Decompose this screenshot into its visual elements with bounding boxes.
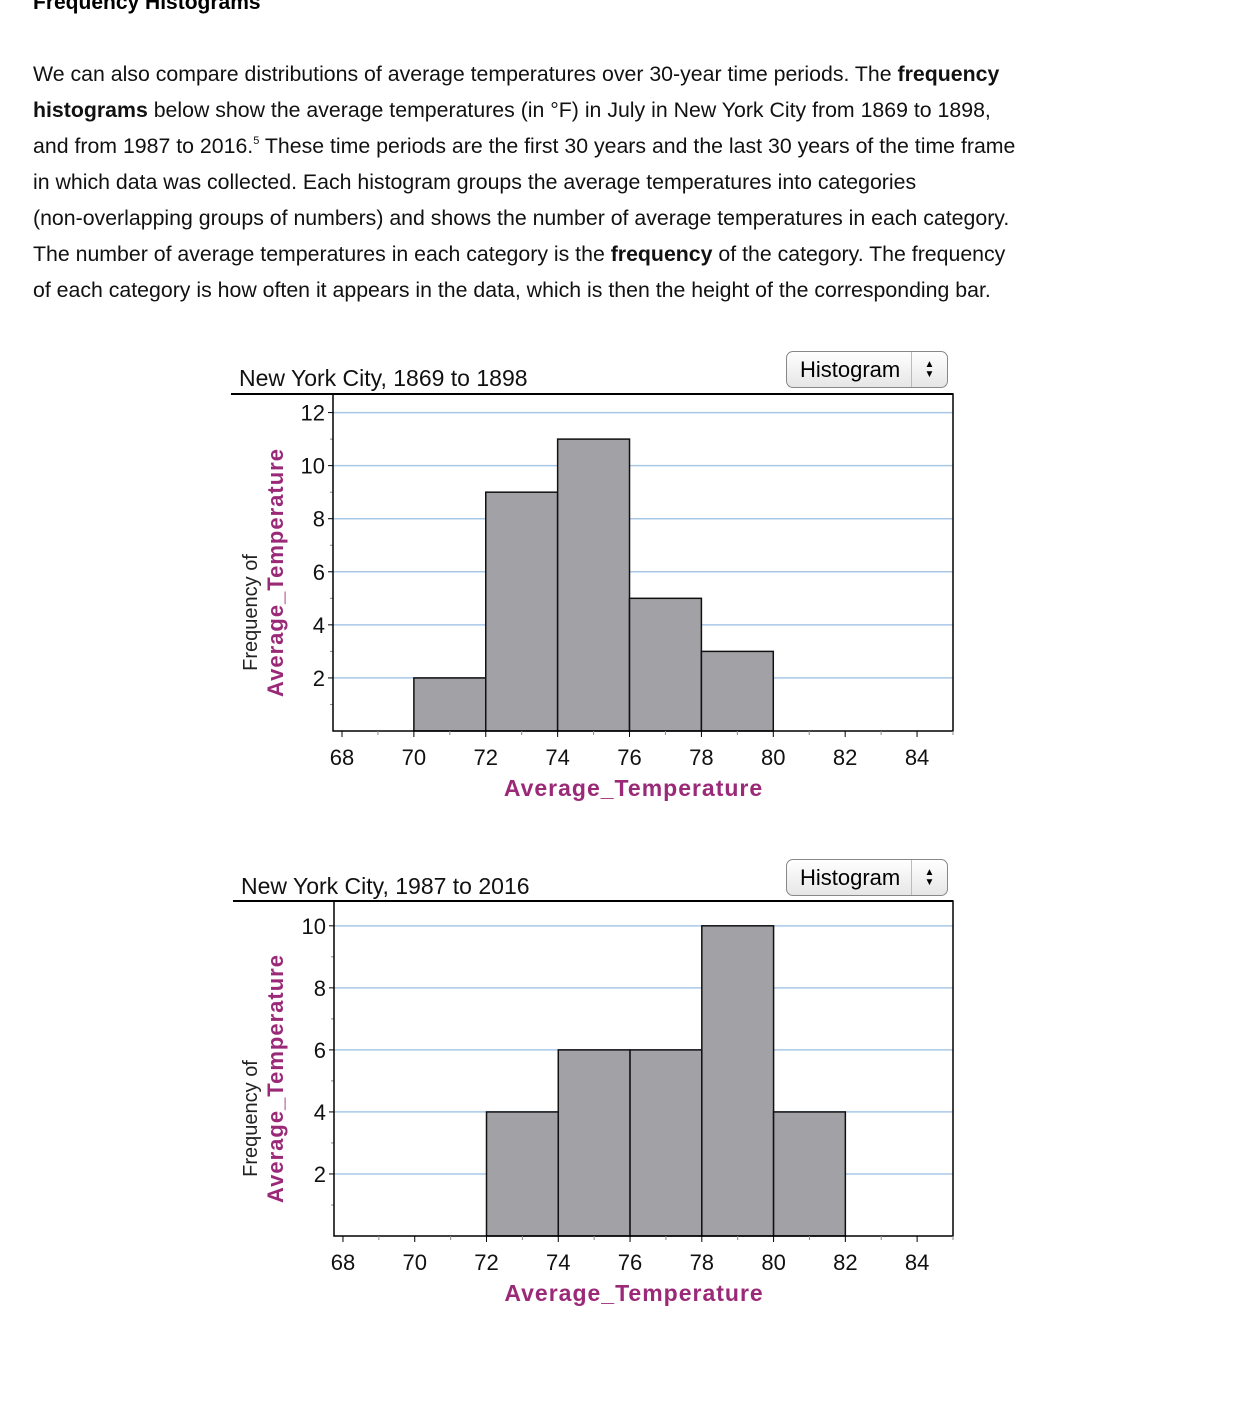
x-tick-label: 74 [546, 1250, 570, 1275]
y-tick-label: 6 [314, 1038, 326, 1063]
y-axis-label-line1: Frequency of [240, 554, 262, 671]
plot-frame [333, 900, 954, 1237]
y-axis-label-line2: Average_Temperature [263, 954, 288, 1203]
dropdown-selected-value: Histogram [800, 357, 901, 382]
footnote-marker: 5 [253, 135, 260, 147]
up-down-arrows-icon[interactable]: ▲ ▼ [911, 352, 947, 387]
section-heading: Frequency Histograms [33, 0, 261, 14]
intro-paragraph: We can also compare distributions of ave… [33, 56, 1015, 308]
y-axis-label-line2: Average_Temperature [263, 448, 288, 697]
y-tick-label: 2 [314, 1162, 326, 1187]
text-segment: below show the average temperatures (in … [147, 98, 991, 122]
y-tick-label: 10 [301, 454, 325, 479]
x-axis-label: Average_Temperature [504, 775, 763, 801]
x-tick-label: 82 [833, 745, 857, 770]
x-tick-label: 82 [833, 1250, 857, 1275]
x-tick-label: 68 [331, 1250, 355, 1275]
bold-term: frequency [897, 62, 1000, 86]
text-segment: The number of average temperatures in ea… [33, 242, 611, 266]
histogram-bar [629, 1049, 703, 1237]
x-tick-label: 80 [761, 745, 785, 770]
histogram-bar [556, 438, 631, 732]
x-tick-label: 78 [690, 1250, 714, 1275]
y-tick-label: 12 [301, 401, 325, 426]
text-segment: of each category is how often it appears… [33, 278, 991, 302]
x-tick-label: 72 [474, 1250, 498, 1275]
chart-type-dropdown[interactable]: Histogram ▲ ▼ [786, 351, 948, 388]
paragraph-line: in which data was collected. Each histog… [33, 164, 1015, 200]
text-segment: of the category. The frequency [712, 242, 1006, 266]
text-segment: and from 1987 to 2016. [33, 134, 254, 158]
x-tick-label: 76 [618, 1250, 642, 1275]
histogram-bar [700, 650, 775, 732]
x-tick-label: 80 [761, 1250, 785, 1275]
y-tick-label: 4 [313, 613, 325, 638]
histogram-bar [485, 491, 559, 732]
histogram-bar [701, 925, 775, 1237]
histogram-bar [485, 1111, 560, 1237]
chart-type-dropdown[interactable]: Histogram ▲ ▼ [786, 859, 948, 896]
x-axis-label: Average_Temperature [504, 1280, 763, 1306]
x-tick-label: 76 [617, 745, 641, 770]
x-tick-label: 70 [402, 745, 426, 770]
paragraph-line: histograms below show the average temper… [33, 92, 1015, 128]
text-segment: in which data was collected. Each histog… [33, 170, 917, 194]
bold-term: frequency [610, 242, 713, 266]
x-tick-label: 70 [402, 1250, 426, 1275]
paragraph-line: We can also compare distributions of ave… [33, 56, 1015, 92]
up-down-arrows-icon[interactable]: ▲ ▼ [911, 860, 947, 895]
histogram-bar [628, 597, 703, 732]
plot-frame [332, 393, 954, 732]
y-tick-label: 8 [313, 507, 325, 532]
x-tick-label: 68 [330, 745, 354, 770]
x-tick-label: 78 [689, 745, 713, 770]
histogram-bar [557, 1049, 631, 1237]
text-segment: These time periods are the first 30 year… [259, 134, 1016, 158]
y-tick-label: 8 [314, 976, 326, 1001]
paragraph-line: of each category is how often it appears… [33, 272, 1015, 308]
y-tick-label: 2 [313, 666, 325, 691]
x-tick-label: 72 [474, 745, 498, 770]
y-axis-label-line1: Frequency of [240, 1060, 262, 1177]
histogram-bar [772, 1111, 847, 1237]
y-tick-label: 4 [314, 1100, 326, 1125]
paragraph-line: The number of average temperatures in ea… [33, 236, 1015, 272]
x-tick-label: 74 [545, 745, 569, 770]
text-segment: We can also compare distributions of ave… [33, 62, 898, 86]
chart-title: New York City, 1987 to 2016 [241, 873, 530, 899]
y-tick-label: 6 [313, 560, 325, 585]
text-segment: (non-overlapping groups of numbers) and … [33, 206, 1010, 230]
x-tick-label: 84 [905, 745, 929, 770]
dropdown-selected-value: Histogram [800, 865, 901, 890]
bold-term: histograms [33, 98, 148, 122]
paragraph-line: (non-overlapping groups of numbers) and … [33, 200, 1015, 236]
chart-title: New York City, 1869 to 1898 [239, 365, 528, 391]
x-tick-label: 84 [905, 1250, 929, 1275]
paragraph-line: and from 1987 to 2016.5 These time perio… [33, 128, 1015, 164]
y-tick-label: 10 [302, 914, 326, 939]
